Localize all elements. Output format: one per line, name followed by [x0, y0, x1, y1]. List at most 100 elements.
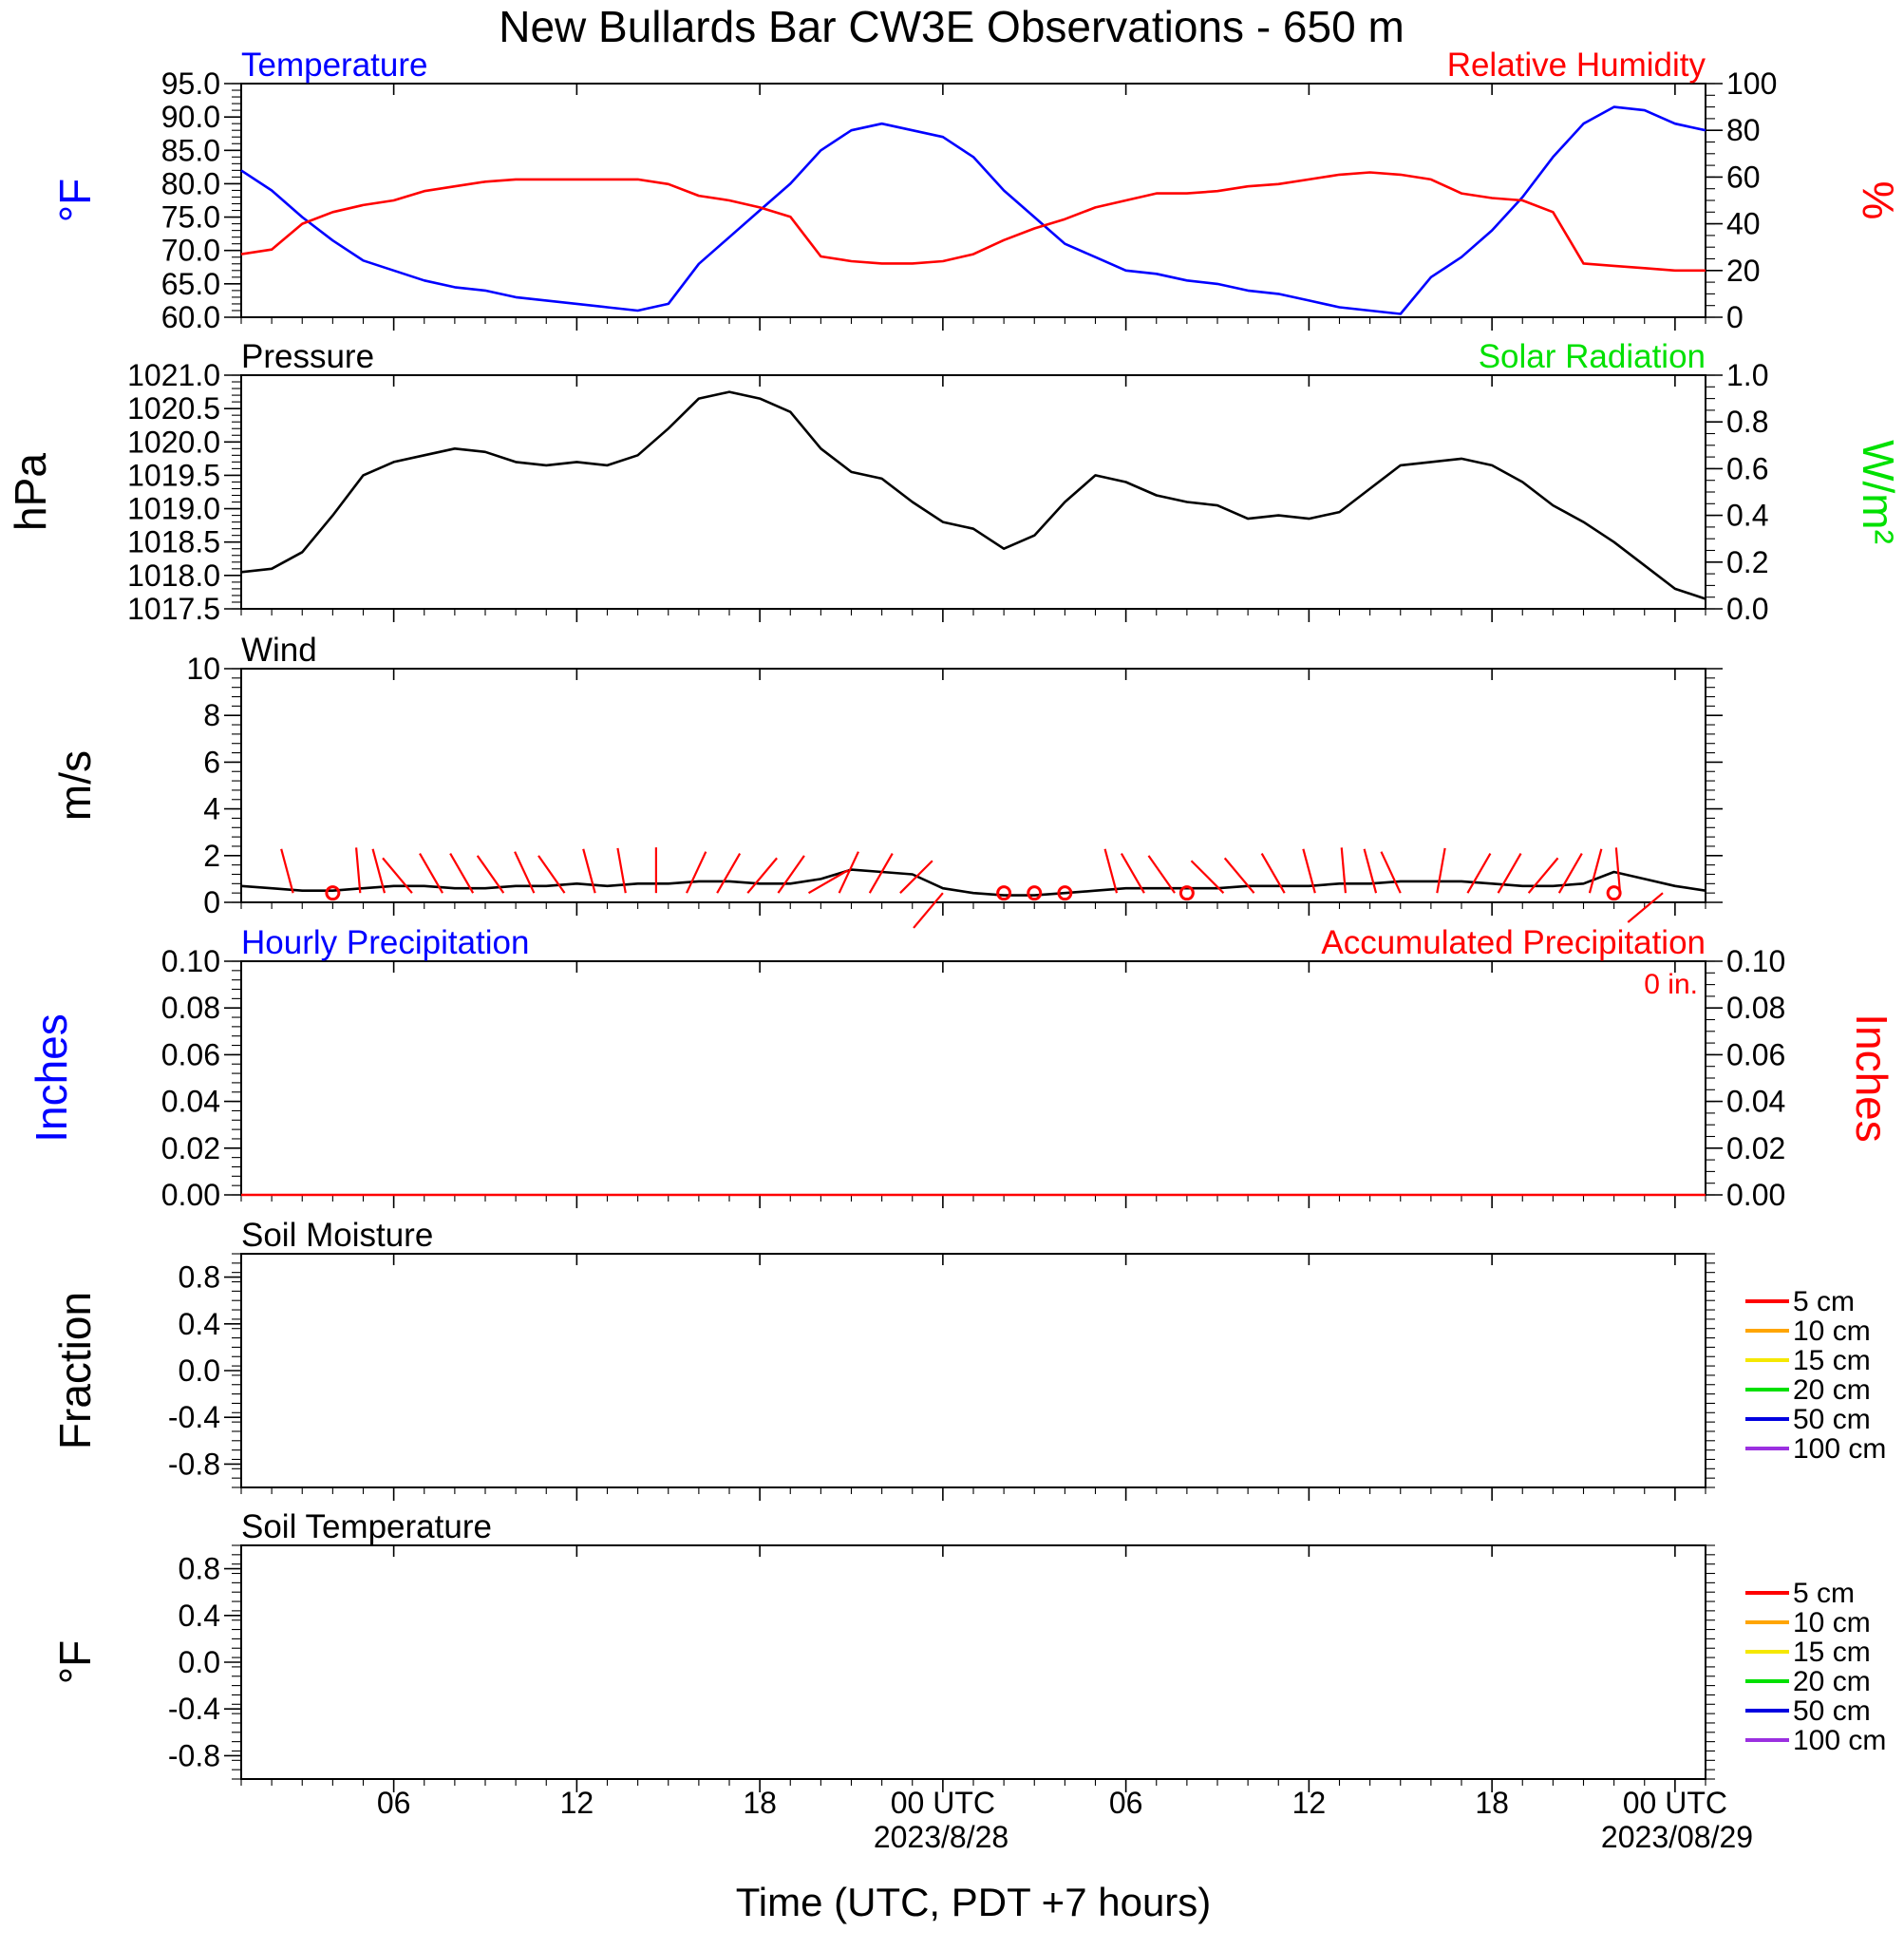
- wind-barb: [1340, 847, 1348, 894]
- date-label-2: 2023/08/29: [1601, 1820, 1753, 1854]
- panel-title-left: Wind: [241, 632, 317, 669]
- wind-barb: [1466, 853, 1492, 894]
- panel-title-left: Temperature: [241, 47, 427, 84]
- wind-barb: [476, 855, 505, 894]
- legend-label: 50 cm: [1793, 1695, 1871, 1727]
- y-axis-label-left: °F: [50, 179, 100, 223]
- y-tick-label-right: 0.0: [1726, 592, 1768, 626]
- y-tick-label-right: 0.6: [1726, 451, 1768, 485]
- time-tick-label: 00 UTC: [1623, 1786, 1727, 1820]
- y-axis-label-right: W/m²: [1854, 440, 1903, 544]
- legend-label: 100 cm: [1793, 1433, 1886, 1465]
- panel-5: -0.8 -0.4 0.0 0.4 0.8 Soil Moisture Fraction 5 …: [50, 1217, 1886, 1501]
- wind-barb: [868, 853, 894, 894]
- y-tick-label-left: -0.4: [168, 1692, 220, 1726]
- wind-barb: [1557, 853, 1583, 894]
- legend-label: 15 cm: [1793, 1637, 1871, 1668]
- wind-barb: [1627, 892, 1664, 923]
- legend-label: 15 cm: [1793, 1345, 1871, 1376]
- panel-frame: [240, 1253, 1706, 1488]
- y-tick-label-right: 80: [1726, 113, 1761, 147]
- y-axis-label-left: hPa: [6, 453, 55, 531]
- panel-1: 60.065.070.075.080.085.090.095.0 0 20 40 60 8…: [50, 47, 1903, 334]
- y-tick-label-left: 0.00: [161, 1178, 220, 1212]
- y-tick-label-left: 1020.0: [127, 425, 220, 459]
- time-tick-label: 06: [1109, 1786, 1143, 1820]
- wind-barb: [382, 857, 413, 894]
- y-tick-label-left: 1021.0: [127, 358, 220, 392]
- time-tick-label: 18: [743, 1786, 777, 1820]
- y-tick-label-left: 0.8: [179, 1552, 220, 1586]
- wind-barb: [616, 847, 627, 894]
- wind-barb: [1302, 848, 1316, 894]
- wind-barb: [838, 851, 859, 894]
- y-tick-label-left: 0.02: [161, 1131, 220, 1165]
- wind-barb: [899, 860, 933, 894]
- y-axis-label-right: Inches: [1847, 1013, 1896, 1143]
- y-tick-label-left: 1019.0: [127, 492, 220, 526]
- y-tick-label-left: 0: [203, 885, 220, 919]
- wind-barb: [355, 847, 362, 894]
- y-tick-label-right: 0.02: [1726, 1131, 1785, 1165]
- panel-frame: [240, 374, 1706, 610]
- calm-wind-marker: [1606, 885, 1622, 901]
- y-tick-label-left: 0.06: [161, 1037, 220, 1071]
- y-tick-label-left: 1018.0: [127, 558, 220, 593]
- legend-label: 10 cm: [1793, 1316, 1871, 1347]
- wind-barb: [1497, 853, 1522, 894]
- y-tick-label-left: 0.04: [161, 1085, 220, 1119]
- wind-barb: [449, 853, 475, 894]
- y-tick-label-left: 80.0: [161, 166, 220, 200]
- y-tick-label-right: 0.2: [1726, 545, 1768, 579]
- calm-wind-marker: [325, 885, 341, 901]
- y-tick-label-left: 70.0: [161, 234, 220, 268]
- x-axis-label: Time (UTC, PDT +7 hours): [736, 1880, 1212, 1924]
- panel-4: 0.00 0.02 0.04 0.06 0.08 0.10 0.00 0.02 0.04 0.06…: [27, 924, 1896, 1212]
- y-tick-label-right: 0.08: [1726, 991, 1785, 1025]
- panel-title-right: Accumulated Precipitation: [1321, 924, 1706, 961]
- legend-label: 20 cm: [1793, 1374, 1871, 1406]
- y-tick-label-right: 0.4: [1726, 499, 1768, 533]
- y-axis-label-left: Inches: [27, 1013, 76, 1143]
- y-tick-label-left: 1018.5: [127, 525, 220, 559]
- y-tick-label-right: 0.04: [1726, 1085, 1785, 1119]
- legend-label: 20 cm: [1793, 1666, 1871, 1697]
- y-tick-label-left: 6: [203, 745, 220, 779]
- y-tick-label-right: 0.8: [1726, 405, 1768, 439]
- y-axis-label-right: %: [1854, 181, 1903, 220]
- y-tick-label-left: -0.4: [168, 1400, 220, 1434]
- wind-barb: [371, 848, 386, 894]
- wind-barb: [419, 853, 443, 894]
- wind-barb: [1103, 848, 1119, 894]
- wind-barb: [913, 892, 944, 929]
- wind-barb: [807, 869, 849, 895]
- wind-barb: [1614, 847, 1622, 894]
- panel-3: 0 2 4 6 8 10 Wind m/s: [50, 632, 1723, 929]
- y-tick-label-right: 100: [1726, 66, 1777, 101]
- legend-label: 100 cm: [1793, 1725, 1886, 1756]
- wind-barb: [1223, 857, 1255, 894]
- y-tick-label-right: 0: [1726, 300, 1744, 334]
- legend-label: 10 cm: [1793, 1607, 1871, 1638]
- y-tick-label-left: 75.0: [161, 200, 220, 235]
- wind-barb: [746, 857, 778, 894]
- panel-title-left: Soil Moisture: [241, 1217, 433, 1254]
- wind-barb: [1436, 847, 1446, 894]
- y-axis-label-left: °F: [50, 1640, 100, 1685]
- time-axis: 06 12 18 00 UTC 06 12 18 00 UTC: [377, 1786, 1727, 1820]
- wind-barb: [1120, 853, 1145, 894]
- y-tick-label-left: 0.4: [179, 1307, 220, 1341]
- y-tick-label-left: 0.10: [161, 944, 220, 978]
- y-tick-label-left: 1020.5: [127, 391, 220, 426]
- date-label-1: 2023/8/28: [874, 1820, 1009, 1854]
- panel-frame: [240, 1544, 1706, 1780]
- calm-wind-marker: [1178, 885, 1195, 901]
- calm-wind-marker: [1027, 885, 1043, 901]
- panel-title-right: Solar Radiation: [1479, 338, 1706, 375]
- chart-title: New Bullards Bar CW3E Observations - 650…: [499, 2, 1404, 51]
- y-tick-label-right: 1.0: [1726, 358, 1768, 392]
- y-tick-label-right: 0.00: [1726, 1178, 1785, 1212]
- time-tick-label: 18: [1475, 1786, 1509, 1820]
- y-tick-label-left: 0.8: [179, 1260, 220, 1295]
